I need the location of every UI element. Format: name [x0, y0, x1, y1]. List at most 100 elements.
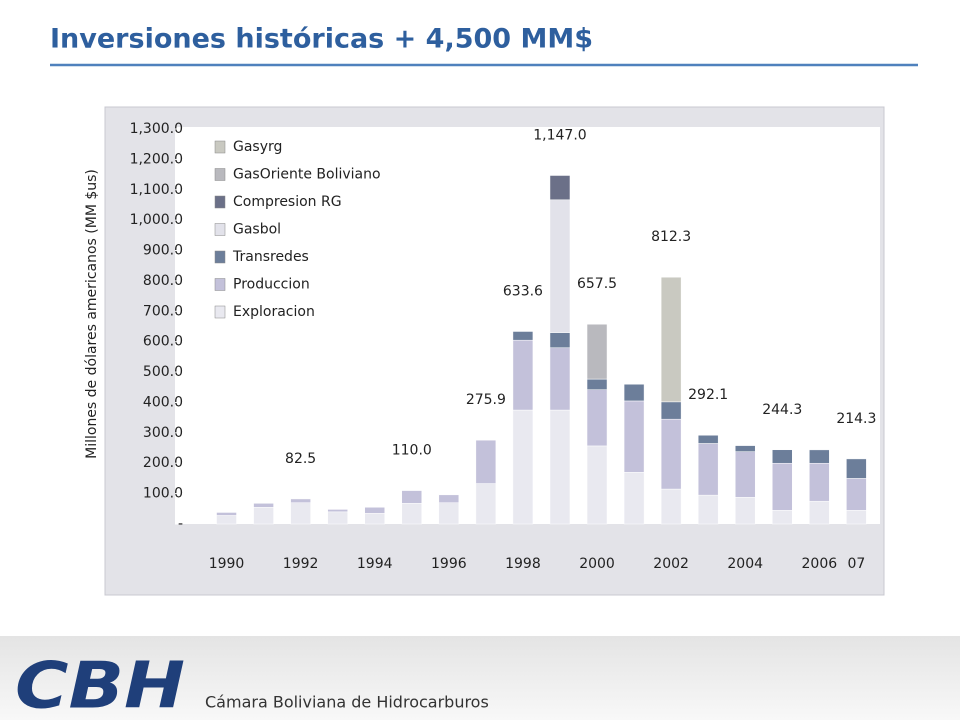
total-label: 812.3 [651, 229, 691, 245]
y-tick-label: 400.0 [143, 394, 183, 410]
legend [207, 132, 412, 327]
bar-segment [475, 439, 497, 484]
legend-label: Produccion [233, 277, 310, 293]
bar-segment [401, 503, 423, 525]
legend-label: Transredes [232, 249, 309, 265]
bar-segment [438, 494, 460, 503]
x-tick-label: 2000 [579, 556, 615, 572]
bar-segment [438, 502, 460, 525]
legend-swatch [214, 168, 226, 181]
bar-segment [586, 389, 608, 447]
bar-segment [623, 472, 645, 525]
bar-segment [253, 503, 274, 508]
legend-items: Gasyrg GasOriente Boliviano Compresion RG G… [214, 139, 381, 320]
legend-swatch [214, 140, 226, 154]
bar-segment [697, 434, 719, 444]
y-tick-label: 1,100.0 [130, 182, 183, 198]
bar-segment [734, 497, 756, 525]
total-label: 275.9 [466, 392, 506, 408]
y-tick-label: 700.0 [143, 303, 183, 319]
bar-segment [660, 488, 682, 525]
bar-segment [809, 500, 830, 525]
total-label: 214.3 [836, 411, 876, 427]
bar-segment [512, 331, 534, 341]
legend-swatch [214, 305, 226, 319]
legend-label: Exploracion [233, 304, 315, 320]
bar-segment [549, 175, 571, 201]
y-tick-label: 900.0 [143, 243, 183, 259]
bar-segment [734, 451, 756, 498]
total-label: 657.5 [577, 276, 617, 292]
y-tick-label: 1,200.0 [130, 151, 183, 167]
y-tick-label: 300.0 [143, 425, 183, 441]
bar-segment [549, 347, 571, 411]
bar-segment [549, 332, 571, 349]
x-tick-label: 2006 [802, 556, 838, 572]
bar-segment [253, 507, 274, 525]
bar-segment [549, 199, 571, 333]
bar-segment [697, 494, 719, 525]
bar-segment [697, 443, 719, 496]
bar-segment [327, 509, 348, 513]
y-tick-label: 100.0 [143, 486, 183, 502]
total-label: 292.1 [688, 387, 728, 403]
legend-label: GasOriente Boliviano [233, 167, 381, 183]
x-tick-label: 1992 [283, 556, 319, 572]
bar-segment [772, 510, 793, 525]
legend-swatch [214, 278, 226, 291]
logo: CBH [15, 650, 185, 720]
title: Inversiones históricas + 4,500 MM$ [50, 24, 593, 55]
y-tick-label: 600.0 [143, 334, 183, 350]
y-tick-label: 200.0 [143, 455, 183, 471]
bar-segment [660, 418, 682, 490]
legend-swatch [214, 195, 226, 209]
organization: Cámara Boliviana de Hidrocarburos [205, 693, 489, 712]
x-tick-label: 1996 [431, 556, 467, 572]
footer-band [0, 636, 960, 720]
bar-segment [364, 507, 385, 514]
legend-swatch [214, 250, 226, 264]
bar-segment [216, 515, 237, 525]
legend-label: Gasyrg [233, 139, 282, 155]
total-label: 82.5 [285, 451, 316, 467]
bar-segment [512, 409, 534, 525]
bar-segment [660, 276, 682, 403]
bar-segment [772, 462, 793, 511]
x-tick-label: 1994 [357, 556, 393, 572]
bar-segment [734, 445, 756, 452]
y-tick-label: 800.0 [143, 273, 183, 289]
bar-segment [364, 513, 385, 525]
bar-segment [660, 401, 682, 420]
x-tick-label: 07 [847, 556, 865, 572]
y-tick-label: 1,000.0 [130, 212, 183, 228]
total-label: 1,147.0 [533, 127, 586, 143]
x-tick-label: 1998 [505, 556, 541, 572]
y-axis-label: Millones de dólares americanos (MM $us) [84, 169, 100, 459]
bar-segment [327, 511, 348, 525]
bar-segment [290, 498, 311, 503]
legend-swatch [214, 223, 226, 236]
y-tick-label: 1,300.0 [130, 121, 183, 137]
y-tick-label: - [178, 516, 183, 532]
bar-segment [475, 483, 497, 525]
legend-label: Gasbol [233, 222, 281, 238]
x-tick-label: 2002 [653, 556, 689, 572]
bar-segment [772, 449, 793, 464]
plot: - 100.0 200.0 300.0 400.0 500.0 600.0 700.0 800.… [130, 121, 877, 572]
bar-segment [809, 449, 830, 464]
bar-segment [512, 339, 534, 411]
x-tick-label: 1990 [209, 556, 245, 572]
total-label: 244.3 [762, 402, 802, 418]
total-label: 633.6 [503, 283, 543, 299]
bar-segment [846, 458, 867, 479]
bar-segment [586, 445, 608, 525]
bar-segment [290, 502, 311, 525]
bar-segment [216, 512, 237, 516]
bar-segment [586, 323, 608, 380]
bar-segment [809, 462, 830, 502]
bar-segment [846, 478, 867, 511]
bar-segment [586, 378, 608, 390]
x-tick-label: 2004 [727, 556, 763, 572]
